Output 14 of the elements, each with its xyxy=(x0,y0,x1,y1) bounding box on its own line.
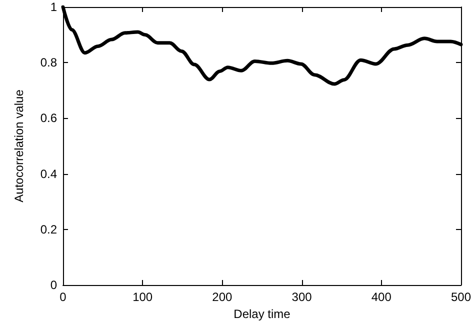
x-axis-title: Delay time xyxy=(234,306,291,321)
x-tick-label: 0 xyxy=(60,290,67,304)
y-tick-label: 0 xyxy=(50,278,58,292)
x-tick-label: 200 xyxy=(212,290,233,304)
y-tick-label: 0.6 xyxy=(40,111,58,126)
x-tick-label: 100 xyxy=(132,290,153,304)
x-tick-label: 400 xyxy=(371,290,392,304)
y-tick-label: 1 xyxy=(50,0,58,14)
y-tick-label: 0.4 xyxy=(40,166,58,181)
y-tick-label: 0.8 xyxy=(40,56,58,70)
y-axis-title: Autocorrelation value xyxy=(12,89,26,202)
x-tick-label: 300 xyxy=(292,290,312,304)
y-tick-label: 0.2 xyxy=(40,222,58,236)
x-tick-label: 500 xyxy=(450,290,472,304)
